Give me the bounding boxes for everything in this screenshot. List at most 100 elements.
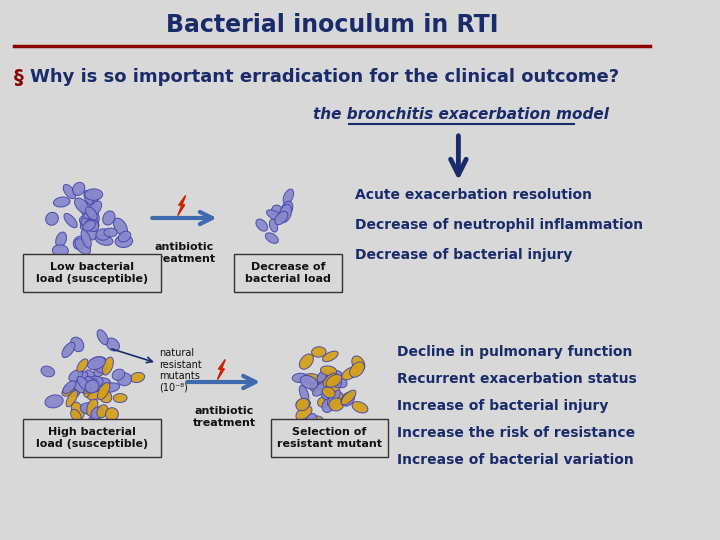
Ellipse shape bbox=[302, 374, 321, 383]
Ellipse shape bbox=[84, 191, 94, 205]
Ellipse shape bbox=[312, 416, 324, 427]
Ellipse shape bbox=[63, 381, 76, 394]
Ellipse shape bbox=[271, 205, 284, 220]
Ellipse shape bbox=[91, 407, 104, 420]
Ellipse shape bbox=[341, 392, 354, 406]
Ellipse shape bbox=[325, 371, 342, 384]
Ellipse shape bbox=[88, 390, 105, 400]
Ellipse shape bbox=[275, 211, 288, 225]
Ellipse shape bbox=[88, 357, 105, 369]
FancyBboxPatch shape bbox=[271, 419, 388, 457]
Ellipse shape bbox=[71, 409, 81, 422]
FancyBboxPatch shape bbox=[23, 419, 161, 457]
Ellipse shape bbox=[305, 414, 317, 430]
FancyBboxPatch shape bbox=[234, 254, 342, 292]
Ellipse shape bbox=[99, 390, 112, 403]
Ellipse shape bbox=[312, 382, 328, 396]
Ellipse shape bbox=[62, 386, 75, 396]
Ellipse shape bbox=[73, 236, 86, 249]
Ellipse shape bbox=[318, 396, 330, 407]
Ellipse shape bbox=[115, 235, 132, 247]
Ellipse shape bbox=[327, 383, 340, 393]
Text: §: § bbox=[14, 68, 24, 87]
Ellipse shape bbox=[97, 330, 108, 345]
Ellipse shape bbox=[326, 374, 342, 387]
Ellipse shape bbox=[73, 183, 85, 195]
FancyBboxPatch shape bbox=[23, 254, 161, 292]
Ellipse shape bbox=[93, 360, 104, 373]
Ellipse shape bbox=[292, 373, 308, 382]
Text: Recurrent exacerbation status: Recurrent exacerbation status bbox=[397, 372, 636, 386]
Ellipse shape bbox=[102, 357, 113, 375]
Ellipse shape bbox=[86, 219, 99, 232]
Ellipse shape bbox=[86, 399, 98, 416]
Ellipse shape bbox=[323, 387, 336, 398]
Ellipse shape bbox=[80, 218, 94, 230]
Ellipse shape bbox=[341, 390, 356, 405]
Ellipse shape bbox=[96, 229, 111, 240]
Ellipse shape bbox=[310, 381, 322, 391]
Ellipse shape bbox=[333, 392, 343, 406]
Ellipse shape bbox=[86, 191, 99, 204]
Ellipse shape bbox=[63, 185, 76, 199]
Text: High bacterial
load (susceptible): High bacterial load (susceptible) bbox=[36, 427, 148, 449]
Ellipse shape bbox=[71, 402, 84, 419]
Ellipse shape bbox=[269, 219, 278, 232]
Ellipse shape bbox=[86, 201, 99, 217]
Text: Decline in pulmonary function: Decline in pulmonary function bbox=[397, 345, 632, 359]
Ellipse shape bbox=[281, 201, 293, 217]
Ellipse shape bbox=[81, 403, 96, 414]
Ellipse shape bbox=[53, 245, 68, 256]
Ellipse shape bbox=[77, 359, 88, 372]
Ellipse shape bbox=[83, 209, 96, 220]
Ellipse shape bbox=[76, 372, 88, 382]
Ellipse shape bbox=[77, 376, 91, 392]
Ellipse shape bbox=[85, 189, 103, 200]
Ellipse shape bbox=[323, 351, 338, 362]
Ellipse shape bbox=[102, 383, 120, 392]
Ellipse shape bbox=[279, 204, 292, 222]
Ellipse shape bbox=[300, 386, 309, 402]
Ellipse shape bbox=[328, 390, 341, 406]
Text: Decrease of neutrophil inflammation: Decrease of neutrophil inflammation bbox=[355, 218, 643, 232]
Ellipse shape bbox=[96, 234, 113, 245]
Ellipse shape bbox=[86, 370, 99, 386]
Ellipse shape bbox=[350, 362, 364, 377]
Text: Increase of bacterial variation: Increase of bacterial variation bbox=[397, 453, 634, 467]
Ellipse shape bbox=[112, 369, 125, 380]
Ellipse shape bbox=[89, 201, 102, 217]
Text: Increase of bacterial injury: Increase of bacterial injury bbox=[397, 399, 608, 413]
Ellipse shape bbox=[106, 338, 120, 351]
Text: natural
resistant
mutants
(10⁻⁸): natural resistant mutants (10⁻⁸) bbox=[160, 348, 202, 393]
Polygon shape bbox=[217, 360, 225, 379]
Ellipse shape bbox=[256, 219, 268, 231]
Ellipse shape bbox=[97, 382, 110, 400]
Text: Low bacterial
load (susceptible): Low bacterial load (susceptible) bbox=[36, 262, 148, 284]
Text: Selection of
resistant mutant: Selection of resistant mutant bbox=[276, 427, 382, 449]
Ellipse shape bbox=[94, 363, 107, 376]
Text: Decrease of bacterial injury: Decrease of bacterial injury bbox=[355, 248, 572, 262]
Text: Increase the risk of resistance: Increase the risk of resistance bbox=[397, 426, 635, 440]
Text: Decrease of
bacterial load: Decrease of bacterial load bbox=[245, 262, 330, 284]
Ellipse shape bbox=[71, 337, 84, 352]
Ellipse shape bbox=[266, 233, 279, 244]
Ellipse shape bbox=[113, 394, 127, 402]
Ellipse shape bbox=[74, 382, 85, 393]
Ellipse shape bbox=[104, 228, 117, 237]
Ellipse shape bbox=[117, 373, 132, 386]
Ellipse shape bbox=[45, 212, 58, 225]
Ellipse shape bbox=[106, 408, 118, 421]
Ellipse shape bbox=[328, 372, 341, 388]
Ellipse shape bbox=[312, 347, 326, 357]
Ellipse shape bbox=[316, 376, 334, 385]
Ellipse shape bbox=[45, 395, 63, 408]
Ellipse shape bbox=[83, 220, 95, 231]
Ellipse shape bbox=[69, 427, 83, 438]
Ellipse shape bbox=[329, 398, 343, 411]
Ellipse shape bbox=[80, 205, 94, 220]
Ellipse shape bbox=[296, 399, 310, 408]
Ellipse shape bbox=[84, 381, 96, 397]
Ellipse shape bbox=[93, 377, 110, 387]
Ellipse shape bbox=[314, 375, 330, 386]
Ellipse shape bbox=[90, 357, 107, 368]
